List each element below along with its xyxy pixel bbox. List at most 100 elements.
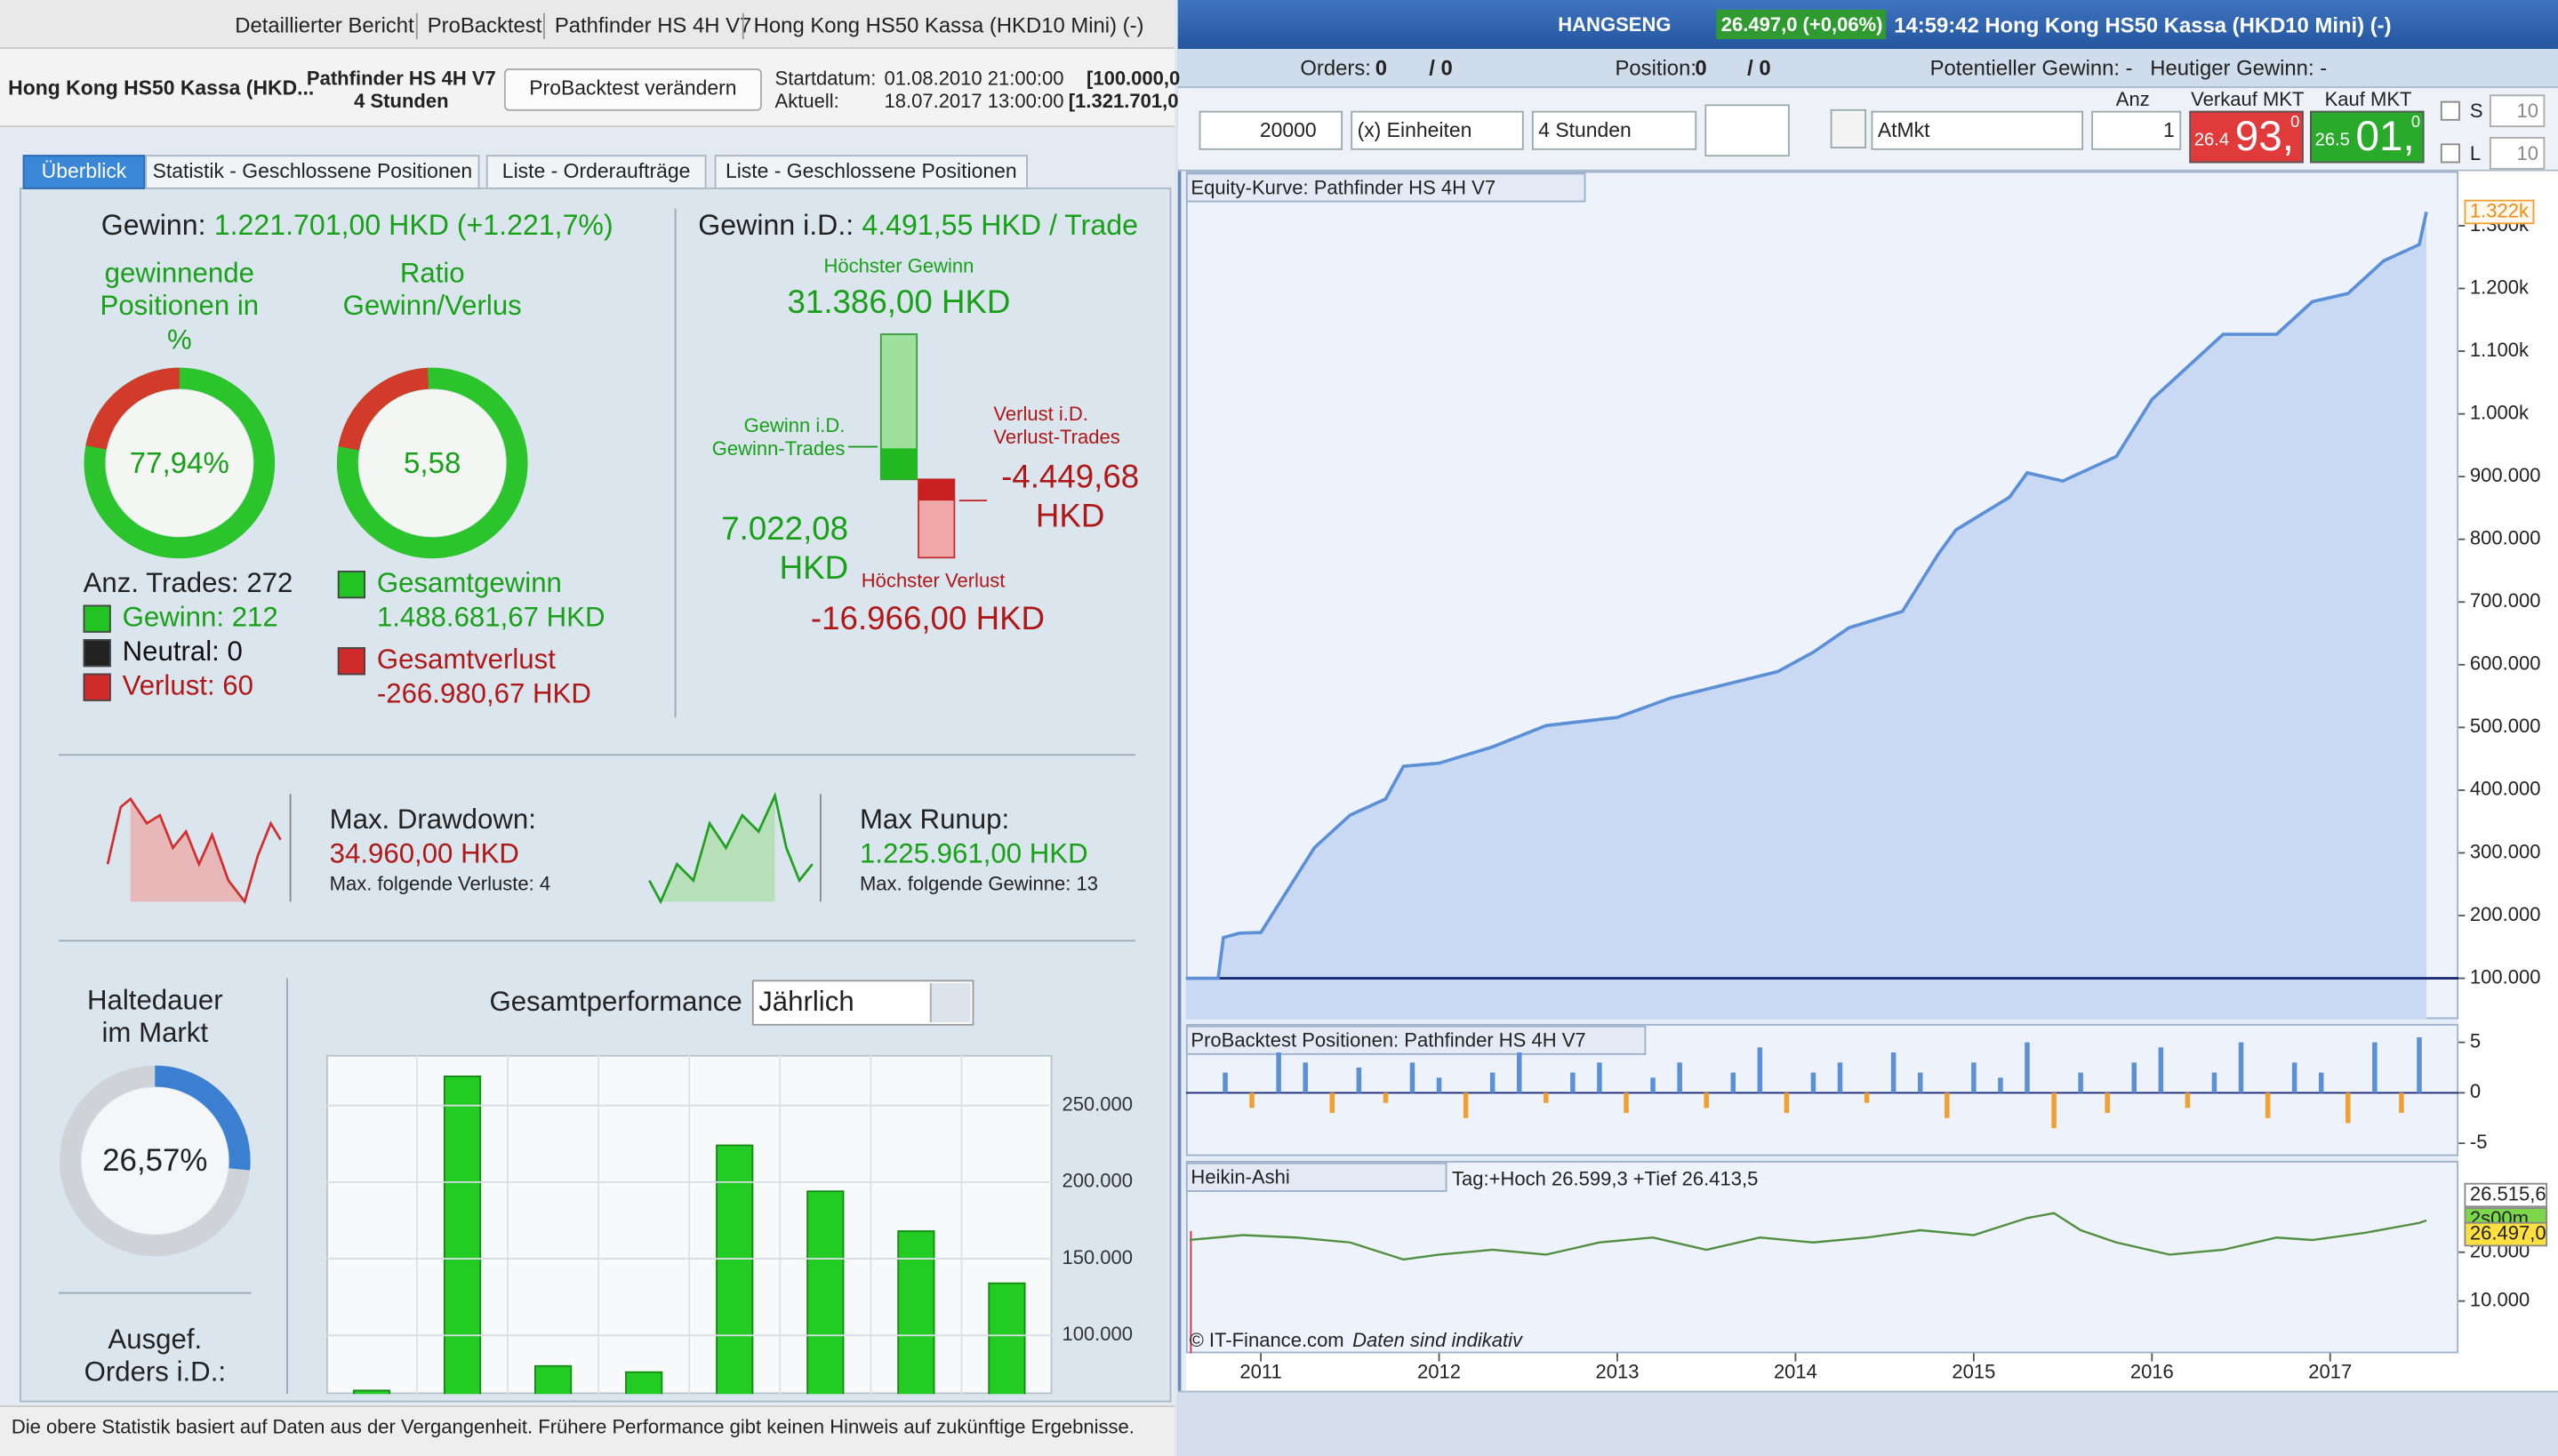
runup-line (648, 791, 814, 905)
position-bar (1356, 1068, 1362, 1093)
y-tick-label: 100.000 (2470, 965, 2541, 988)
ratio-ring (336, 367, 528, 559)
y-tick-label: -5 (2470, 1131, 2488, 1153)
x-tick-label: 2014 (1774, 1360, 1817, 1382)
perf-select-button[interactable] (929, 983, 971, 1023)
equity-line (1185, 212, 2428, 980)
y-tick-label: 400.000 (2470, 778, 2541, 800)
buy-price-big[interactable]: 01, (2355, 110, 2415, 160)
tab-label[interactable]: Überblick (41, 159, 127, 183)
l-input[interactable]: 10 (2516, 141, 2538, 165)
buy-price-small[interactable]: 26.5 (2314, 130, 2350, 150)
position-bar (1890, 1052, 1896, 1093)
position-bar (2185, 1092, 2191, 1108)
chart-type-button[interactable] (1704, 104, 1790, 157)
s-input[interactable]: 10 (2516, 99, 2538, 123)
holding-arc (59, 1065, 251, 1257)
units-select[interactable]: (x) Einheiten (1357, 118, 1472, 142)
worst-label: Höchster Verlust (861, 569, 1006, 592)
position-bar (1837, 1062, 1843, 1093)
buy-price-frac[interactable]: 0 (2410, 114, 2421, 132)
data-disclaimer: Daten sind indikativ (1352, 1328, 1523, 1352)
checkbox[interactable] (2440, 100, 2460, 121)
ticker[interactable]: HANGSENG (1558, 12, 1672, 36)
position-label: Position: (1615, 55, 1696, 80)
tab-label[interactable]: Liste - Orderaufträge (501, 159, 691, 183)
position-bar (1249, 1092, 1255, 1108)
order-type-select-box[interactable] (1871, 110, 2084, 150)
price-tag: 26.497,0 (2470, 1221, 2546, 1244)
y-tick-label: 600.000 (2470, 652, 2541, 675)
title-item[interactable]: Pathfinder HS 4H V7 (542, 12, 751, 39)
y-tick-label: 1.200k (2470, 276, 2530, 298)
perf-select-value[interactable]: Jährlich (758, 986, 854, 1018)
anz-input[interactable]: 1 (2163, 118, 2175, 142)
buy-button[interactable] (2310, 110, 2425, 164)
position-bar (2265, 1092, 2271, 1118)
today-gain: Heutiger Gewinn: - (2150, 55, 2328, 80)
checkbox[interactable] (2440, 143, 2460, 164)
legend-square (83, 673, 111, 701)
timeframe-select-box[interactable] (1531, 110, 1697, 150)
legend-square (337, 570, 365, 599)
order-type-select[interactable]: AtMkt (1877, 118, 1930, 142)
x-tick-label: 2017 (2308, 1360, 2352, 1382)
position-bar (1677, 1062, 1682, 1093)
tab[interactable] (22, 155, 146, 189)
stat-text: Gewinn i.D.: (698, 208, 854, 242)
last-value-label: 1.322k (2470, 199, 2530, 221)
title-item[interactable]: ProBacktest (415, 12, 541, 39)
position-bar (1998, 1077, 2003, 1093)
position-bar (2131, 1062, 2137, 1093)
position-bar (2105, 1092, 2110, 1114)
timeframe: 4 Stunden (354, 89, 449, 113)
quantity-input-box[interactable] (1199, 110, 1343, 150)
x-tick-label: 2011 (1239, 1360, 1281, 1382)
l-label: L (2469, 141, 2482, 165)
trades: Anz. Trades: 272 (83, 567, 293, 599)
y-tick-label: 200.000 (1062, 1170, 1133, 1192)
tab-label[interactable]: Liste - Geschlossene Positionen (725, 159, 1017, 183)
y-tick-label: 800.000 (2470, 527, 2541, 549)
drawdown-note: Max. folgende Verluste: 4 (329, 872, 551, 896)
change-button-label[interactable]: ProBacktest verändern (529, 76, 737, 100)
wrench-button[interactable] (1830, 108, 1867, 148)
position-bar (2346, 1092, 2351, 1124)
sell-button[interactable] (2189, 110, 2304, 164)
price-tag-box (2464, 1221, 2548, 1247)
title-item[interactable]: Hong Kong HS50 Kassa (HKD10 Mini) (-) (742, 12, 1143, 39)
sell-price-big[interactable]: 93, (2234, 110, 2295, 160)
x-axis-strip (1185, 1353, 2558, 1391)
change-button[interactable] (503, 68, 762, 111)
ha-title-box (1185, 1162, 1447, 1192)
tab[interactable] (714, 155, 1028, 189)
y-tick-label: 300.000 (2470, 840, 2541, 862)
ratio-center (358, 389, 506, 537)
x-tick-label: 2013 (1596, 1360, 1640, 1382)
quantity-input[interactable]: 20000 (1259, 118, 1317, 142)
right-axis (2458, 171, 2558, 1354)
drawdown-label: Max. Drawdown: (329, 804, 536, 836)
disclaimer-footer: Die obere Statistik basiert auf Daten au… (11, 1415, 1135, 1438)
y-tick-label: 200.000 (2470, 903, 2541, 925)
ha-info: Tag:+Hoch 26.599,3 +Tief 26.413,5 (1451, 1167, 1759, 1191)
tab[interactable] (145, 155, 480, 189)
bar (534, 1364, 573, 1395)
timeframe-select[interactable]: 4 Stunden (1538, 118, 1632, 142)
s-input-box[interactable] (2489, 94, 2546, 128)
positions-title: ProBacktest Positionen: Pathfinder HS 4H… (1191, 1028, 1586, 1052)
equity-area (1185, 212, 2426, 1020)
sell-price-small[interactable]: 26.4 (2193, 130, 2230, 150)
title-item[interactable]: Detaillierter Bericht (235, 12, 414, 38)
tab-label[interactable]: Statistik - Geschlossene Positionen (152, 159, 473, 183)
drawdown: 34.960,00 HKD (329, 837, 519, 869)
tab[interactable] (485, 155, 707, 189)
units-select-box[interactable] (1351, 110, 1524, 150)
anz-input-box[interactable] (2091, 110, 2182, 150)
l-input-box[interactable] (2489, 137, 2546, 170)
position-bar (1516, 1052, 1522, 1093)
y-tick-label: 0 (2470, 1080, 2481, 1102)
bar (988, 1282, 1026, 1395)
orders-label: Orders: (1300, 55, 1371, 80)
sell-price-frac[interactable]: 0 (2290, 114, 2300, 132)
